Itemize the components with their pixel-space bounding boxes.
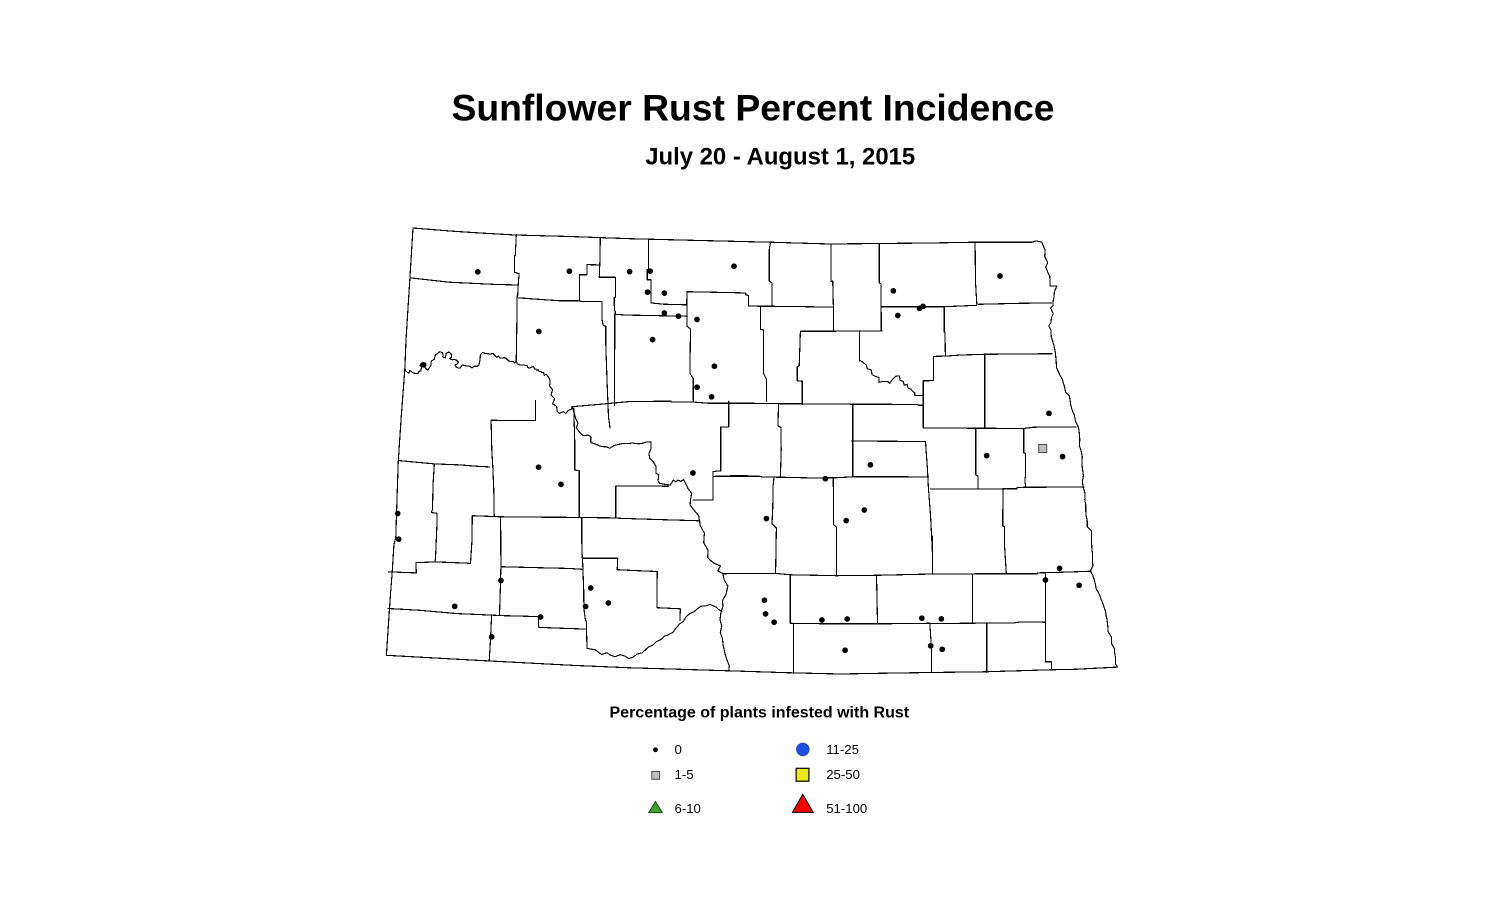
svg-text:July 20 - August 1, 2015: July 20 - August 1, 2015 — [645, 143, 915, 170]
svg-text:51-100: 51-100 — [826, 801, 867, 816]
svg-text:Percentage of plants infested: Percentage of plants infested with Rust — [610, 705, 910, 722]
svg-text:1-5: 1-5 — [675, 767, 694, 782]
svg-text:6-10: 6-10 — [675, 801, 701, 816]
svg-text:11-25: 11-25 — [826, 742, 859, 757]
svg-text:Sunflower Rust Percent Inciden: Sunflower Rust Percent Incidence — [451, 87, 1054, 129]
svg-text:0: 0 — [675, 742, 682, 757]
svg-text:25-50: 25-50 — [826, 767, 860, 782]
